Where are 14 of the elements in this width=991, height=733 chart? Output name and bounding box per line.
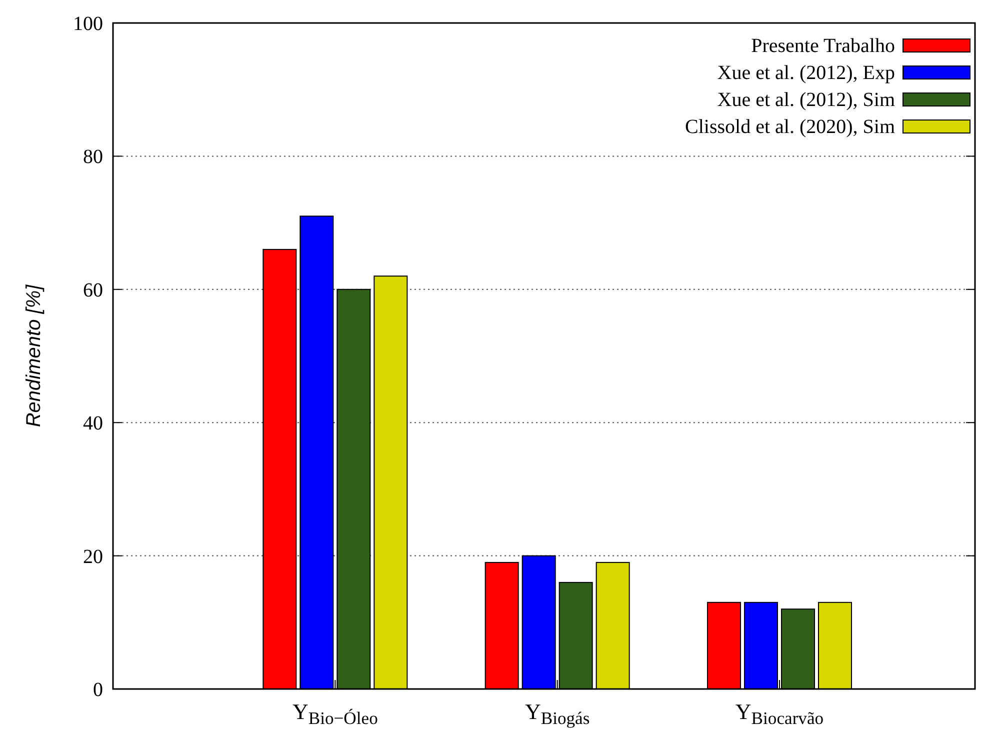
y-axis-title: Rendimento [%] [23, 284, 45, 428]
x-tick-label: Y$_{Biogás}$ [524, 699, 590, 728]
y-tick-label: 20 [83, 546, 103, 568]
legend-label: Presente Trabalho [751, 35, 895, 57]
legend-label: Xue et al. (2012), Exp [717, 62, 895, 84]
x-tick-label: Y$_{Bio−Óleo}$ [292, 699, 378, 728]
y-tick-label: 80 [83, 146, 103, 168]
y-tick-label: 60 [83, 279, 103, 302]
x-tick-label: Y$_{Biocarvão}$ [735, 699, 824, 728]
y-tick-label: 0 [93, 679, 103, 701]
legend-label: Clissold et al. (2020), Sim [685, 116, 896, 138]
y-tick-label: 100 [73, 13, 103, 35]
y-tick-label: 40 [83, 412, 103, 435]
legend-label: Xue et al. (2012), Sim [717, 89, 896, 111]
